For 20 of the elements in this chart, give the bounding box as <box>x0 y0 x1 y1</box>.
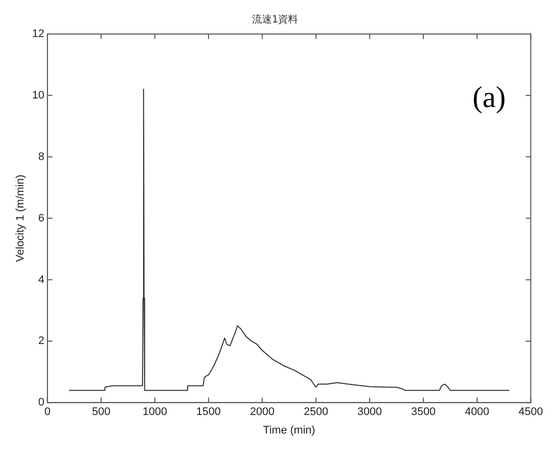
x-tick-label: 1500 <box>196 406 221 418</box>
y-tick-label: 10 <box>32 89 44 102</box>
chart-title: 流速1資料 <box>252 14 298 26</box>
y-tick-label: 2 <box>38 335 44 348</box>
x-tick-label: 3000 <box>357 406 382 418</box>
x-tick-label: 2500 <box>304 406 328 418</box>
y-tick-label: 12 <box>32 28 44 40</box>
x-axis-title: Time (min) <box>263 424 316 436</box>
x-tick-label: 4000 <box>464 406 490 418</box>
y-tick-label: 4 <box>38 274 44 286</box>
y-axis-title: Velocity 1 (m/min) <box>14 174 27 262</box>
x-tick-label: 4500 <box>518 406 544 418</box>
x-tick-label: 2000 <box>250 406 274 418</box>
x-tick-label: 1000 <box>142 406 168 418</box>
y-tick-label: 6 <box>38 212 44 224</box>
x-tick-label: 3500 <box>411 406 436 418</box>
annotation: (a) <box>472 80 506 114</box>
x-tick-label: 500 <box>92 406 110 418</box>
y-tick-label: 8 <box>38 150 44 163</box>
y-tick-label: 0 <box>38 396 44 409</box>
